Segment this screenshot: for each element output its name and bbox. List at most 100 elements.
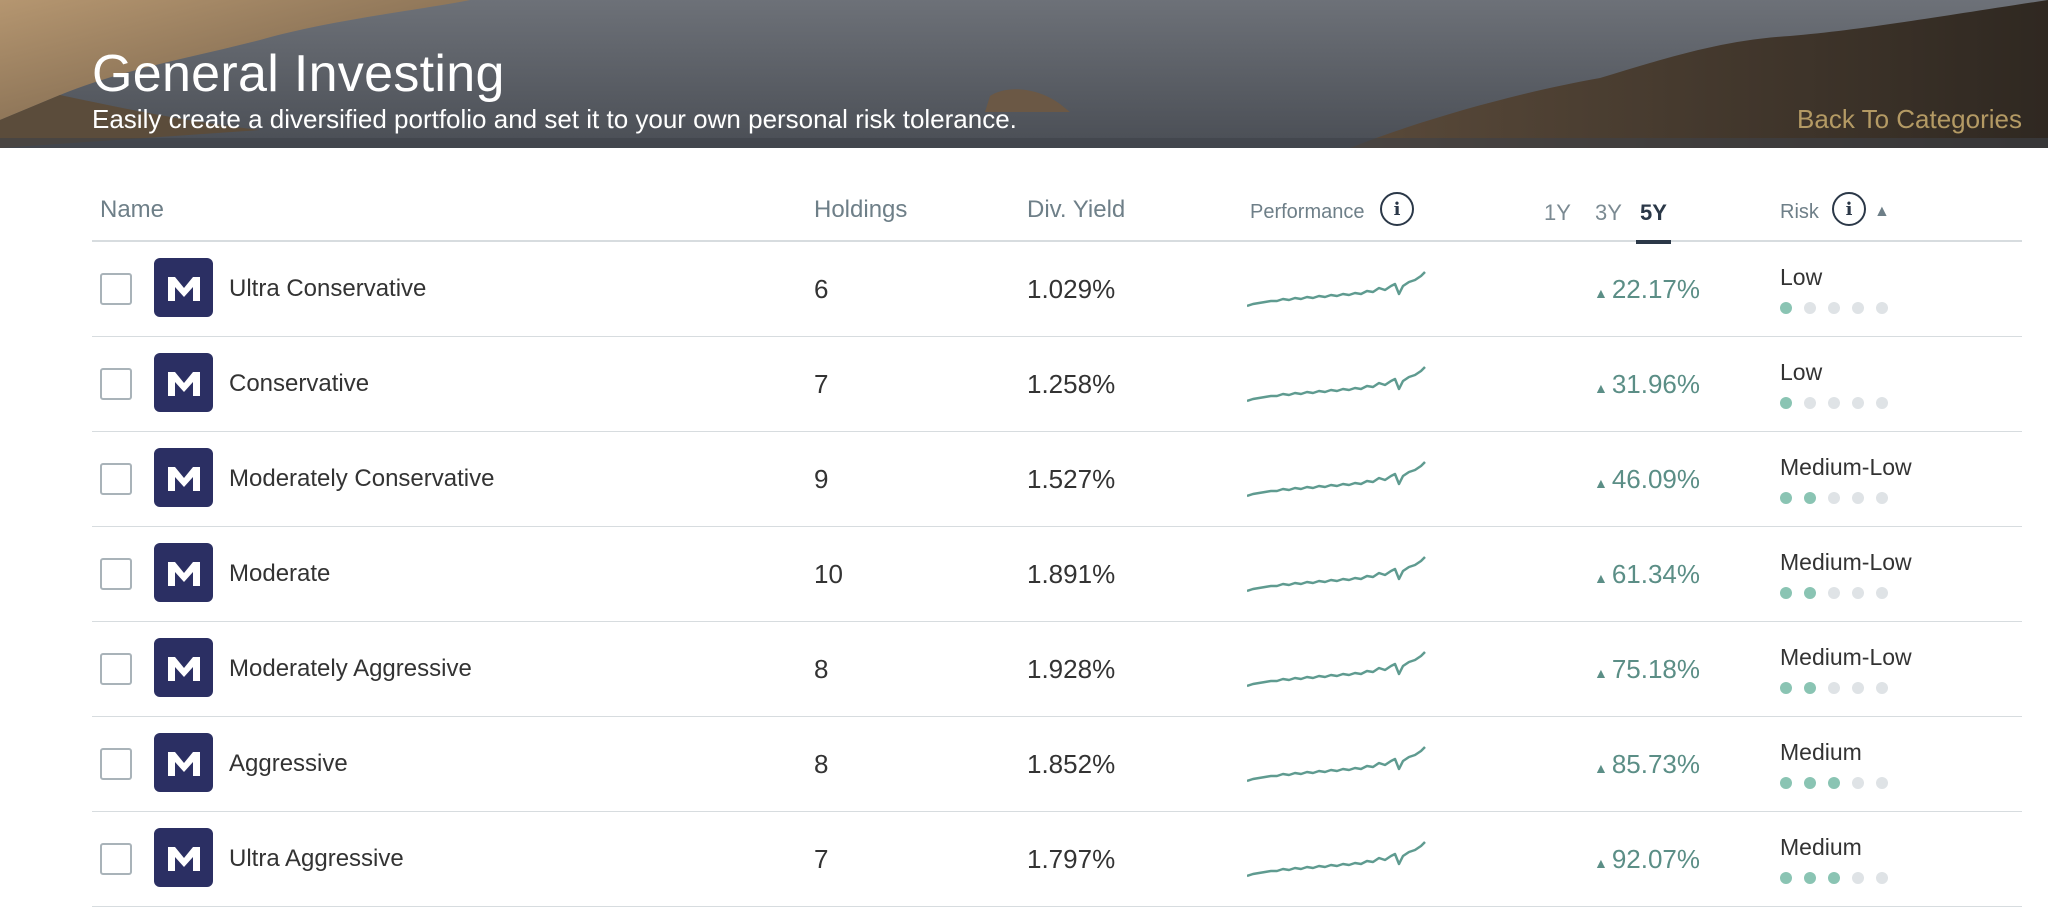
table-row[interactable]: Moderate 10 1.891% ▲ 61.34% Medium-Low (92, 527, 2022, 622)
m1-logo-icon (154, 733, 213, 792)
performance-sparkline (1247, 556, 1426, 593)
performance-info-icon[interactable]: i (1380, 192, 1414, 226)
risk-level-dots (1780, 397, 1888, 409)
risk-level-dots (1780, 682, 1888, 694)
portfolio-name[interactable]: Ultra Conservative (229, 275, 427, 302)
return-percent: 75.18% (1611, 654, 1700, 684)
table-body: Ultra Conservative 6 1.029% ▲ 22.17% Low… (92, 242, 2022, 907)
risk-label: Medium-Low (1780, 549, 1912, 575)
risk-dot (1828, 302, 1840, 314)
risk-dot (1780, 777, 1792, 789)
risk-dot (1780, 587, 1792, 599)
table-header: Name Holdings Div. Yield Performance i 1… (92, 176, 2022, 244)
m1-logo-icon (154, 543, 213, 602)
row-checkbox[interactable] (100, 748, 132, 780)
table-row[interactable]: Aggressive 8 1.852% ▲ 85.73% Medium (92, 717, 2022, 812)
row-checkbox[interactable] (100, 558, 132, 590)
risk-level-dots (1780, 302, 1888, 314)
row-checkbox[interactable] (100, 653, 132, 685)
page-subtitle: Easily create a diversified portfolio an… (92, 104, 1017, 134)
portfolio-name[interactable]: Aggressive (229, 750, 348, 777)
risk-dot (1852, 302, 1864, 314)
up-triangle-icon: ▲ (1593, 475, 1608, 491)
table-row[interactable]: Moderately Conservative 9 1.527% ▲ 46.09… (92, 432, 2022, 527)
holdings-count: 7 (814, 369, 829, 399)
up-triangle-icon: ▲ (1593, 855, 1608, 871)
portfolio-name[interactable]: Conservative (229, 370, 370, 397)
return-value: ▲ 92.07% (1594, 844, 1700, 875)
holdings-count: 7 (814, 844, 829, 874)
row-checkbox[interactable] (100, 368, 132, 400)
up-triangle-icon: ▲ (1593, 665, 1608, 681)
risk-dot (1828, 492, 1840, 504)
performance-sparkline (1247, 271, 1426, 308)
column-header-div-yield[interactable]: Div. Yield (1027, 196, 1126, 223)
portfolio-name[interactable]: Moderately Aggressive (229, 655, 472, 682)
risk-dot (1876, 587, 1888, 599)
risk-info-icon[interactable]: i (1832, 192, 1866, 226)
row-checkbox[interactable] (100, 843, 132, 875)
risk-dot (1804, 682, 1816, 694)
holdings-count: 10 (814, 559, 843, 589)
period-tab-5y[interactable]: 5Y (1636, 200, 1671, 244)
up-triangle-icon: ▲ (1593, 285, 1608, 301)
risk-dot (1876, 397, 1888, 409)
risk-dot (1852, 397, 1864, 409)
risk-dot (1876, 492, 1888, 504)
performance-sparkline (1247, 366, 1426, 403)
dividend-yield: 1.527% (1027, 464, 1116, 494)
column-header-holdings[interactable]: Holdings (814, 196, 908, 223)
m1-logo-icon (154, 258, 213, 317)
holdings-count: 8 (814, 654, 829, 684)
period-tab-3y[interactable]: 3Y (1595, 200, 1622, 225)
table-row[interactable]: Ultra Aggressive 7 1.797% ▲ 92.07% Mediu… (92, 812, 2022, 907)
risk-label: Medium-Low (1780, 644, 1912, 670)
risk-dot (1876, 872, 1888, 884)
portfolio-name[interactable]: Moderately Conservative (229, 465, 495, 492)
holdings-count: 9 (814, 464, 829, 494)
risk-dot (1804, 587, 1816, 599)
risk-label: Low (1780, 264, 1823, 290)
risk-dot (1852, 492, 1864, 504)
return-value: ▲ 75.18% (1594, 654, 1700, 685)
risk-level-dots (1780, 587, 1888, 599)
m1-logo-icon (154, 448, 213, 507)
up-triangle-icon: ▲ (1593, 760, 1608, 776)
portfolio-name[interactable]: Ultra Aggressive (229, 845, 404, 872)
table-row[interactable]: Moderately Aggressive 8 1.928% ▲ 75.18% … (92, 622, 2022, 717)
return-percent: 46.09% (1611, 464, 1700, 494)
risk-dot (1780, 397, 1792, 409)
risk-label: Low (1780, 359, 1823, 385)
dividend-yield: 1.891% (1027, 559, 1116, 589)
return-value: ▲ 31.96% (1594, 369, 1700, 400)
risk-dot (1852, 872, 1864, 884)
risk-dot (1876, 777, 1888, 789)
portfolio-table: Name Holdings Div. Yield Performance i 1… (92, 176, 2022, 907)
risk-dot (1828, 587, 1840, 599)
risk-dot (1876, 302, 1888, 314)
performance-sparkline (1247, 461, 1426, 498)
column-header-performance[interactable]: Performance (1250, 201, 1365, 223)
column-header-risk[interactable]: Risk (1780, 201, 1819, 223)
risk-dot (1852, 682, 1864, 694)
back-to-categories-link[interactable]: Back To Categories (1797, 104, 2022, 134)
table-row[interactable]: Ultra Conservative 6 1.029% ▲ 22.17% Low (92, 242, 2022, 337)
portfolio-name[interactable]: Moderate (229, 560, 331, 587)
column-header-name[interactable]: Name (100, 196, 165, 223)
risk-dot (1780, 302, 1792, 314)
return-percent: 22.17% (1611, 274, 1700, 304)
risk-dot (1852, 587, 1864, 599)
table-row[interactable]: Conservative 7 1.258% ▲ 31.96% Low (92, 337, 2022, 432)
m1-logo-icon (154, 638, 213, 697)
row-checkbox[interactable] (100, 273, 132, 305)
return-value: ▲ 85.73% (1594, 749, 1700, 780)
return-value: ▲ 22.17% (1594, 274, 1700, 305)
row-checkbox[interactable] (100, 463, 132, 495)
m1-logo-icon (154, 353, 213, 412)
return-value: ▲ 46.09% (1594, 464, 1700, 495)
sort-up-icon[interactable]: ▲ (1874, 203, 1890, 220)
dividend-yield: 1.928% (1027, 654, 1116, 684)
up-triangle-icon: ▲ (1593, 570, 1608, 586)
period-tab-1y[interactable]: 1Y (1544, 200, 1571, 225)
holdings-count: 6 (814, 274, 829, 304)
